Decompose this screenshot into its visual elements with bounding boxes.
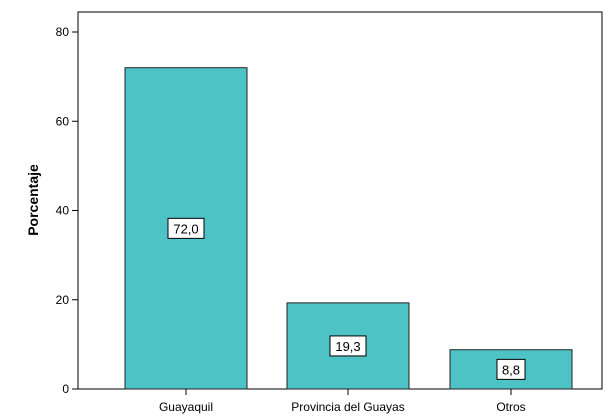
- y-tick-label: 40: [56, 204, 70, 218]
- y-axis: 0 20 40 60 80: [56, 25, 78, 396]
- bars: 72,0 19,3 8,8: [124, 67, 573, 390]
- data-label: 72,0: [173, 221, 198, 236]
- y-tick-label: 60: [56, 114, 70, 128]
- y-tick-label: 20: [56, 293, 70, 307]
- x-category-label: Provincia del Guayas: [291, 400, 404, 414]
- y-tick-label: 80: [56, 25, 70, 39]
- data-label-box: [167, 217, 205, 239]
- y-tick-label: 0: [62, 382, 69, 396]
- data-label-box: [496, 358, 526, 380]
- data-label-box: [329, 335, 367, 357]
- x-axis: Guayaquil Provincia del Guayas Otros: [159, 389, 526, 414]
- x-category-label: Guayaquil: [159, 400, 213, 414]
- data-label: 19,3: [335, 339, 360, 354]
- data-label: 8,8: [502, 362, 520, 377]
- x-category-label: Otros: [496, 400, 525, 414]
- y-axis-title: Porcentaje: [25, 164, 41, 236]
